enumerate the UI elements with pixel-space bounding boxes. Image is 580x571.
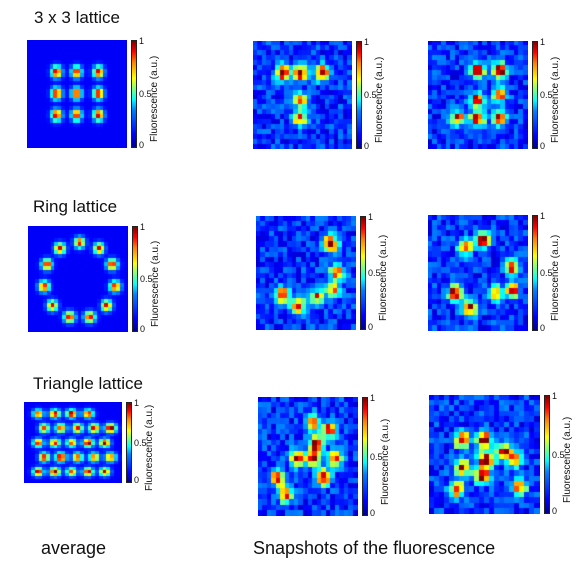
footer-average-label: average [41, 538, 107, 558]
fluorescence-heatmap [253, 41, 352, 149]
colorbar-tick-label: 0 [364, 141, 370, 151]
colorbar-title: Fluorescence (a.u.) [550, 56, 561, 143]
heatmap-panel: 1 0.5 0 Fluorescence (a.u.) [256, 213, 389, 332]
colorbar-tick-label: 0.5 [370, 451, 383, 462]
heatmap-panel: 1 0.5 0 Fluorescence (a.u.) [27, 37, 160, 150]
fluorescence-heatmap [428, 215, 528, 331]
colorbar-title: Fluorescence (a.u.) [380, 418, 391, 505]
colorbar-tick-label: 0.5 [364, 90, 377, 100]
heatmap-panel: 1 0.5 0 Fluorescence (a.u.) [428, 212, 561, 333]
heatmap-panel: 1 0.5 0 Fluorescence (a.u.) [253, 38, 385, 151]
colorbar-tick-label: 0 [370, 508, 376, 518]
footer-snapshots-label: Snapshots of the fluorescence [253, 538, 496, 558]
colorbar-tick-label: 0 [368, 322, 374, 332]
row-label-ring: Ring lattice [33, 197, 118, 216]
colorbar-title: Fluorescence (a.u.) [550, 234, 561, 321]
colorbar-tick-label: 0 [540, 323, 546, 333]
fluorescence-heatmap [27, 40, 127, 148]
colorbar-tick-label: 0.5 [552, 449, 565, 460]
colorbar-title: Fluorescence (a.u.) [374, 56, 385, 143]
colorbar-title: Fluorescence (a.u.) [150, 240, 161, 327]
fluorescence-heatmap [24, 402, 122, 483]
colorbar-tick-label: 0.5 [134, 437, 147, 448]
heatmap-panel: 1 0.5 0 Fluorescence (a.u.) [429, 392, 573, 516]
colorbar-tick-label: 0 [540, 141, 546, 151]
fluorescence-heatmap [428, 41, 528, 149]
colorbar [131, 40, 137, 148]
fluorescence-heatmap [258, 397, 358, 516]
colorbar-tick-label: 1 [540, 37, 546, 47]
heatmap-panel: 1 0.5 0 Fluorescence (a.u.) [24, 399, 155, 491]
colorbar-title: Fluorescence (a.u.) [562, 416, 573, 503]
fluorescence-heatmap [28, 226, 128, 332]
colorbar [532, 41, 538, 149]
colorbar [544, 395, 550, 514]
row-label-triangle: Triangle lattice [33, 374, 143, 393]
colorbar-title: Fluorescence (a.u.) [144, 404, 155, 491]
colorbar-tick-label: 0 [134, 475, 140, 485]
colorbar-tick-label: 1 [139, 36, 145, 46]
colorbar-tick-label: 0.5 [368, 268, 381, 278]
colorbar-tick-label: 1 [140, 222, 146, 232]
colorbar-tick-label: 1 [364, 37, 370, 47]
colorbar-tick-label: 0.5 [139, 89, 152, 99]
row-label-3x3: 3 x 3 lattice [34, 8, 120, 27]
colorbar-tick-label: 0 [552, 506, 558, 516]
colorbar-title: Fluorescence (a.u.) [378, 234, 389, 321]
colorbar-tick-label: 0 [139, 140, 145, 150]
colorbar-tick-label: 1 [134, 398, 140, 408]
colorbar-tick-label: 1 [368, 212, 374, 222]
heatmap-panel: 1 0.5 0 Fluorescence (a.u.) [258, 394, 391, 518]
colorbar [132, 226, 138, 332]
colorbar [356, 41, 362, 149]
colorbar [126, 402, 132, 483]
colorbar [362, 397, 368, 516]
heatmap-panel: 1 0.5 0 Fluorescence (a.u.) [428, 38, 561, 151]
colorbar-title: Fluorescence (a.u.) [149, 55, 160, 142]
colorbar-tick-label: 1 [370, 393, 376, 403]
fluorescence-heatmap [429, 395, 540, 514]
colorbar-tick-label: 0.5 [140, 274, 153, 284]
heatmap-panel: 1 0.5 0 Fluorescence (a.u.) [28, 223, 161, 334]
colorbar-tick-label: 1 [552, 391, 558, 401]
colorbar [532, 215, 538, 331]
fluorescence-heatmap [256, 216, 356, 330]
colorbar-tick-label: 0.5 [540, 90, 553, 100]
colorbar-tick-label: 1 [540, 211, 546, 221]
colorbar-tick-label: 0 [140, 324, 146, 334]
colorbar [360, 216, 366, 330]
colorbar-tick-label: 0.5 [540, 268, 553, 278]
